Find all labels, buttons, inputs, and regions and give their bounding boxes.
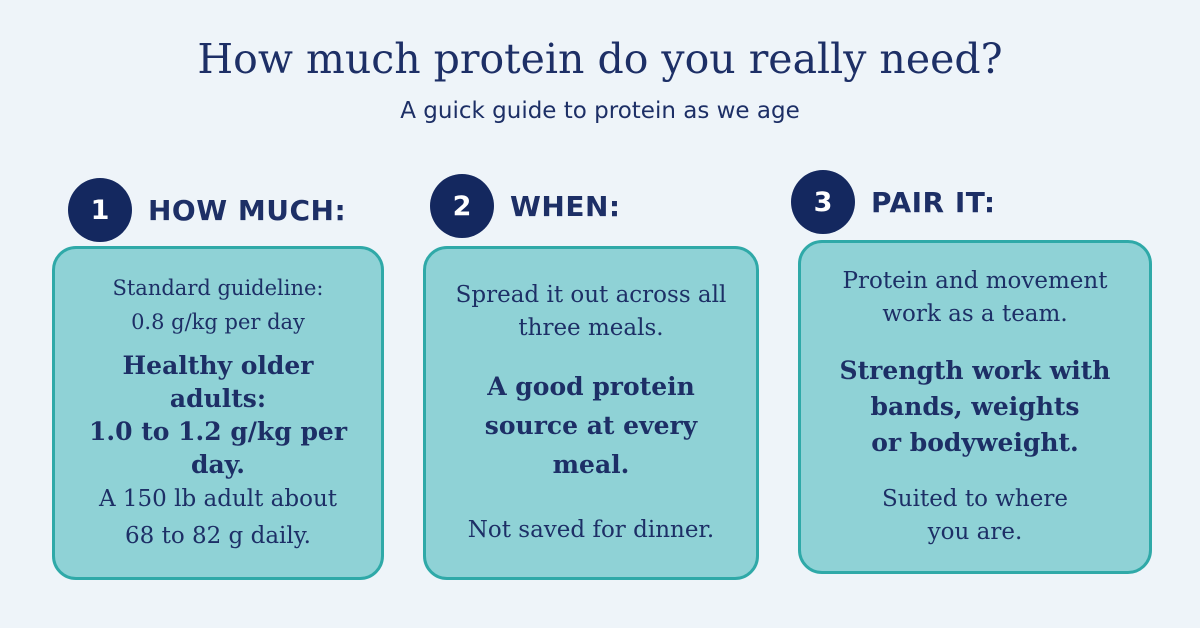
older-adults-recommendation: Healthy older adults: 1.0 to 1.2 g/kg pe… — [89, 351, 347, 479]
step-3-header: 3 PAIR IT: — [791, 170, 996, 234]
step-2-card: Spread it out across all three meals. A … — [423, 246, 759, 580]
step-3-card: Protein and movement work as a team. Str… — [798, 240, 1152, 574]
pair-intro: Protein and movement work as a team. — [842, 268, 1108, 327]
pair-emphasis: Strength work with bands, weights or bod… — [839, 356, 1111, 457]
step-3-number-badge: 3 — [791, 170, 855, 234]
step-2-number-badge: 2 — [430, 174, 494, 238]
when-note: Not saved for dinner. — [467, 517, 715, 543]
when-intro: Spread it out across all three meals. — [455, 282, 727, 341]
step-2-label: WHEN: — [510, 189, 621, 223]
pair-note: Suited to where you are. — [882, 486, 1068, 545]
step-3-label: PAIR IT: — [871, 185, 996, 219]
step-1-header: 1 HOW MUCH: — [68, 178, 346, 242]
guideline-label: Standard guideline: — [112, 276, 324, 300]
page-subtitle: A guick guide to protein as we age — [400, 98, 800, 124]
step-1-number-badge: 1 — [68, 178, 132, 242]
step-1-label: HOW MUCH: — [148, 193, 347, 227]
when-emphasis: A good protein source at every meal. — [484, 372, 698, 479]
step-1-card: Standard guideline: 0.8 g/kg per day Hea… — [52, 246, 384, 580]
page-title: How much protein do you really need? — [197, 35, 1003, 83]
guideline-value: 0.8 g/kg per day — [131, 310, 305, 334]
example-150lb-adult: A 150 lb adult about 68 to 82 g daily. — [98, 486, 338, 549]
step-2-header: 2 WHEN: — [430, 174, 621, 238]
